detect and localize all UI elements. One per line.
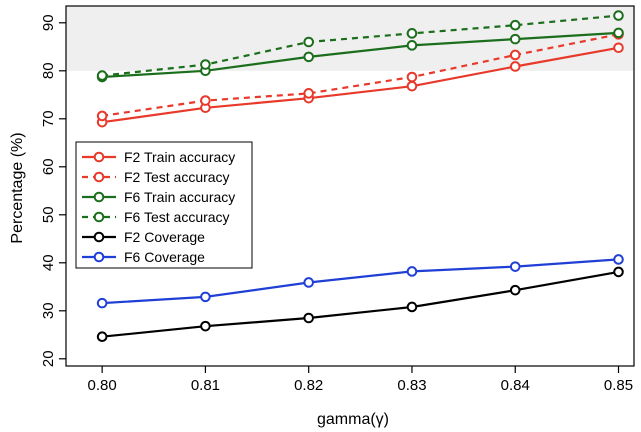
data-point-f2-train-accuracy bbox=[613, 42, 624, 54]
legend-marker bbox=[93, 231, 105, 243]
data-point-f2-coverage bbox=[96, 331, 108, 343]
data-point-f6-test-accuracy bbox=[613, 10, 624, 21]
x-tick-label: 0.84 bbox=[501, 377, 530, 394]
legend-label: F2 Coverage bbox=[124, 229, 205, 245]
x-tick-label: 0.83 bbox=[397, 377, 426, 394]
data-point-f2-test-accuracy bbox=[509, 49, 521, 61]
series-line-f6-train-accuracy bbox=[102, 31, 619, 79]
y-tick-label: 50 bbox=[40, 206, 57, 223]
legend-label: F6 Test accuracy bbox=[124, 209, 230, 225]
data-point-f6-coverage bbox=[406, 266, 418, 277]
data-point-f6-test-accuracy bbox=[303, 36, 314, 48]
data-point-f2-coverage bbox=[613, 266, 624, 278]
x-axis: 0.80 0.81 0.82 0.83 0.84 0.85 bbox=[88, 366, 633, 394]
data-point-f2-test-accuracy bbox=[303, 88, 314, 99]
data-point-f6-coverage bbox=[303, 277, 314, 288]
x-tick-label: 0.80 bbox=[88, 377, 117, 394]
legend-marker bbox=[93, 151, 105, 163]
data-point-f6-test-accuracy bbox=[406, 28, 418, 39]
legend-label: F2 Test accuracy bbox=[124, 169, 230, 185]
data-point-f2-test-accuracy bbox=[96, 110, 108, 122]
data-point-f6-test-accuracy bbox=[200, 59, 211, 70]
y-tick-label: 40 bbox=[40, 254, 57, 271]
data-point-f6-train-accuracy bbox=[406, 40, 418, 51]
data-point-f6-coverage bbox=[613, 254, 624, 265]
y-tick-label: 60 bbox=[40, 158, 57, 175]
y-tick-label: 80 bbox=[40, 62, 57, 79]
series-line-f2-train-accuracy bbox=[101, 46, 619, 124]
x-tick-label: 0.85 bbox=[604, 377, 633, 394]
legend-label: F2 Train accuracy bbox=[124, 149, 235, 165]
data-point-f6-coverage bbox=[509, 261, 521, 272]
data-point-f6-test-accuracy bbox=[96, 70, 108, 81]
legend-marker bbox=[93, 171, 105, 183]
data-point-f6-train-accuracy bbox=[613, 27, 624, 39]
data-point-f6-coverage bbox=[96, 297, 108, 309]
series-line-f6-test-accuracy bbox=[101, 14, 619, 77]
legend-marker bbox=[93, 191, 105, 203]
legend-marker bbox=[93, 211, 105, 223]
y-tick-label: 30 bbox=[40, 302, 57, 319]
legend: F2 Train accuracy F2 Test accuracy F6 Trai… bbox=[75, 141, 253, 269]
legend-label: F6 Coverage bbox=[124, 249, 205, 265]
y-axis: 20 30 40 50 60 70 80 90 bbox=[40, 14, 66, 367]
series-layer bbox=[96, 10, 624, 343]
x-tick-label: 0.81 bbox=[191, 377, 220, 394]
data-point-f2-train-accuracy bbox=[509, 61, 521, 72]
legend-box bbox=[75, 141, 253, 269]
data-point-f6-train-accuracy bbox=[509, 33, 521, 45]
data-point-f6-test-accuracy bbox=[509, 19, 521, 31]
legend-label: F6 Train accuracy bbox=[124, 189, 235, 205]
data-point-f2-test-accuracy bbox=[406, 71, 418, 83]
series-line-f2-coverage bbox=[101, 270, 619, 338]
data-point-f2-coverage bbox=[303, 312, 314, 324]
data-point-f6-coverage bbox=[200, 291, 211, 303]
x-axis-title: gamma(γ) bbox=[317, 411, 389, 428]
legend-marker bbox=[93, 251, 105, 263]
data-point-f6-train-accuracy bbox=[303, 51, 314, 63]
plot-frame bbox=[65, 5, 635, 367]
data-point-f2-train-accuracy bbox=[406, 80, 418, 92]
x-tick-label: 0.82 bbox=[294, 377, 323, 394]
data-point-f2-coverage bbox=[509, 284, 521, 296]
data-point-f2-coverage bbox=[406, 301, 418, 313]
series-line-f6-coverage bbox=[102, 258, 619, 305]
y-tick-label: 20 bbox=[40, 350, 57, 367]
y-axis-title: Percentage (%) bbox=[9, 132, 26, 243]
y-tick-label: 90 bbox=[40, 14, 57, 31]
y-tick-label: 70 bbox=[40, 110, 57, 127]
data-point-f2-test-accuracy bbox=[200, 95, 211, 106]
data-point-f2-coverage bbox=[200, 320, 211, 332]
